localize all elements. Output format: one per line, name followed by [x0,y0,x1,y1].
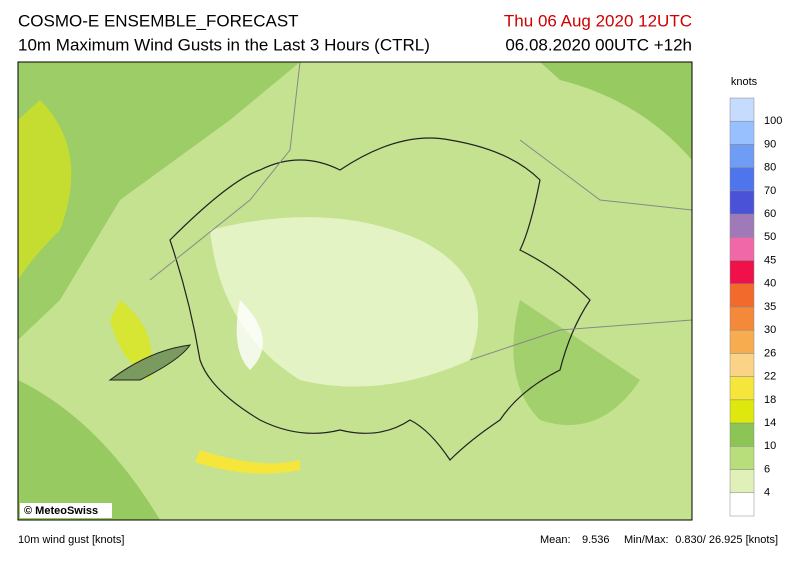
map-frame [17,61,693,521]
minmax-label: Min/Max: [624,534,669,546]
legend-label: 70 [764,185,776,197]
legend-label: 40 [764,278,776,290]
field-area [195,450,300,474]
color-box [729,469,755,494]
legend: knots 100 90 80 70 60 50 45 40 35 30 26 22 18 14 10 6 4 [729,76,782,517]
field-area [236,300,263,370]
color-box [729,353,755,377]
legend-label: 80 [764,162,776,174]
legend-label: 10 [764,440,776,452]
color-box [729,329,755,354]
copyright-box [20,503,112,518]
valid-time: Thu 06 Aug 2020 12UTC [504,11,692,30]
color-box [729,492,755,517]
legend-label: 90 [764,138,776,150]
field-area [513,300,640,425]
mean-value: 9.536 [582,534,610,546]
legend-label: 30 [764,324,776,336]
footer-left: 10m wind gust [knots] [18,534,124,546]
color-box [729,190,755,215]
color-box [729,260,755,285]
map: © MeteoSwiss [17,61,693,521]
color-box [729,446,755,470]
color-box [729,376,755,401]
subtitle: 10m Maximum Wind Gusts in the Last 3 Hou… [18,35,430,54]
run-time: 06.08.2020 00UTC +12h [505,35,692,54]
color-box [729,422,755,447]
mean-label: Mean: [540,534,571,546]
legend-label: 4 [764,487,770,499]
legend-label: 14 [764,417,776,429]
color-box [729,283,755,308]
legend-label: 50 [764,231,776,243]
legend-label: 45 [764,254,776,266]
field-area [18,62,300,340]
legend-label: 6 [764,463,770,475]
lake [108,344,192,381]
color-box [729,399,755,424]
field-area [18,100,72,280]
legend-label: 22 [764,371,776,383]
border [169,137,591,461]
legend-label: 60 [764,208,776,220]
copyright: © MeteoSwiss [24,505,98,517]
border [149,62,692,361]
legend-unit: knots [731,76,758,88]
field-area [18,380,160,520]
color-box [729,237,755,261]
legend-label: 100 [764,115,782,127]
color-box [729,167,755,192]
legend-label: 18 [764,394,776,406]
legend-label: 35 [764,301,776,313]
color-box [729,144,755,168]
legend-label: 26 [764,347,776,359]
field-area [210,217,479,387]
field-area [540,62,692,160]
color-box [729,306,755,331]
color-box [729,213,755,238]
color-box [729,120,755,145]
title: COSMO-E ENSEMBLE_FORECAST [18,11,299,30]
minmax-value: 0.830/ 26.925 [knots] [675,534,778,546]
color-box [729,97,755,122]
